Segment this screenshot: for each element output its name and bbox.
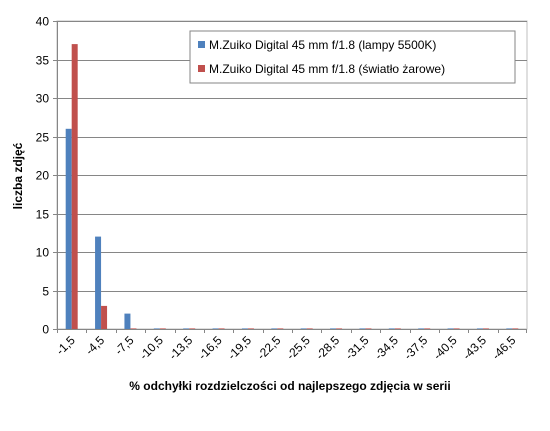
x-tick-label: -16,5 — [195, 333, 224, 362]
x-tick-label: -1,5 — [53, 333, 78, 358]
x-tick-label: -34,5 — [372, 333, 401, 362]
bar — [453, 328, 460, 329]
bar — [271, 328, 278, 329]
y-tick-label: 20 — [36, 169, 50, 183]
bar — [506, 328, 513, 329]
bar — [476, 328, 483, 329]
bar — [336, 328, 343, 329]
bar — [330, 328, 337, 329]
bars — [65, 44, 519, 329]
bar — [447, 328, 454, 329]
x-tick-label: -10,5 — [137, 333, 166, 362]
bar — [277, 328, 284, 329]
legend-box — [189, 30, 516, 84]
bar — [130, 328, 137, 329]
y-tick-label: 5 — [42, 285, 49, 299]
x-tick-label: -4,5 — [83, 333, 108, 358]
bar — [365, 328, 372, 329]
bar — [247, 328, 254, 329]
legend-swatch — [198, 65, 205, 72]
x-tick-label: -31,5 — [342, 333, 371, 362]
x-axis-label: % odchyłki rozdzielczości od najlepszego… — [129, 379, 450, 393]
legend-label: M.Zuiko Digital 45 mm f/1.8 (światło żar… — [209, 62, 445, 76]
y-tick-label: 10 — [36, 246, 50, 260]
x-tick-label: -40,5 — [430, 333, 459, 362]
bar — [101, 305, 108, 329]
bar — [306, 328, 313, 329]
bar — [218, 328, 225, 329]
bar — [124, 313, 131, 329]
y-axis-label: liczba zdjęć — [11, 142, 25, 209]
bar — [394, 328, 401, 329]
bar — [388, 328, 395, 329]
bar — [95, 236, 102, 329]
bar — [65, 128, 72, 329]
bar — [153, 328, 160, 329]
bar — [241, 328, 248, 329]
bar — [159, 328, 166, 329]
bar — [212, 328, 219, 329]
bar — [418, 328, 425, 329]
bar — [183, 328, 190, 329]
legend-label: M.Zuiko Digital 45 mm f/1.8 (lampy 5500K… — [209, 38, 436, 52]
bar — [512, 328, 519, 329]
y-tick-label: 15 — [36, 208, 50, 222]
x-tick-label: -46,5 — [489, 333, 518, 362]
x-tick-label: -19,5 — [225, 333, 254, 362]
y-tick-label: 40 — [36, 15, 50, 29]
legend: M.Zuiko Digital 45 mm f/1.8 (lampy 5500K… — [189, 30, 516, 84]
x-tick-label: -13,5 — [166, 333, 195, 362]
bar — [424, 328, 431, 329]
x-tick-label: -25,5 — [284, 333, 313, 362]
x-tick-label: -37,5 — [401, 333, 430, 362]
y-tick-label: 25 — [36, 131, 50, 145]
x-tick-label: -43,5 — [460, 333, 489, 362]
bar — [482, 328, 489, 329]
y-tick-label: 35 — [36, 54, 50, 68]
bar — [189, 328, 196, 329]
y-tick-label: 0 — [42, 323, 49, 337]
x-tick-label: -22,5 — [254, 333, 283, 362]
x-tick-label: -28,5 — [313, 333, 342, 362]
bar — [359, 328, 366, 329]
legend-swatch — [198, 41, 205, 48]
bar — [300, 328, 307, 329]
x-tick-label: -7,5 — [112, 333, 137, 358]
bar — [71, 44, 78, 329]
y-tick-label: 30 — [36, 92, 50, 106]
